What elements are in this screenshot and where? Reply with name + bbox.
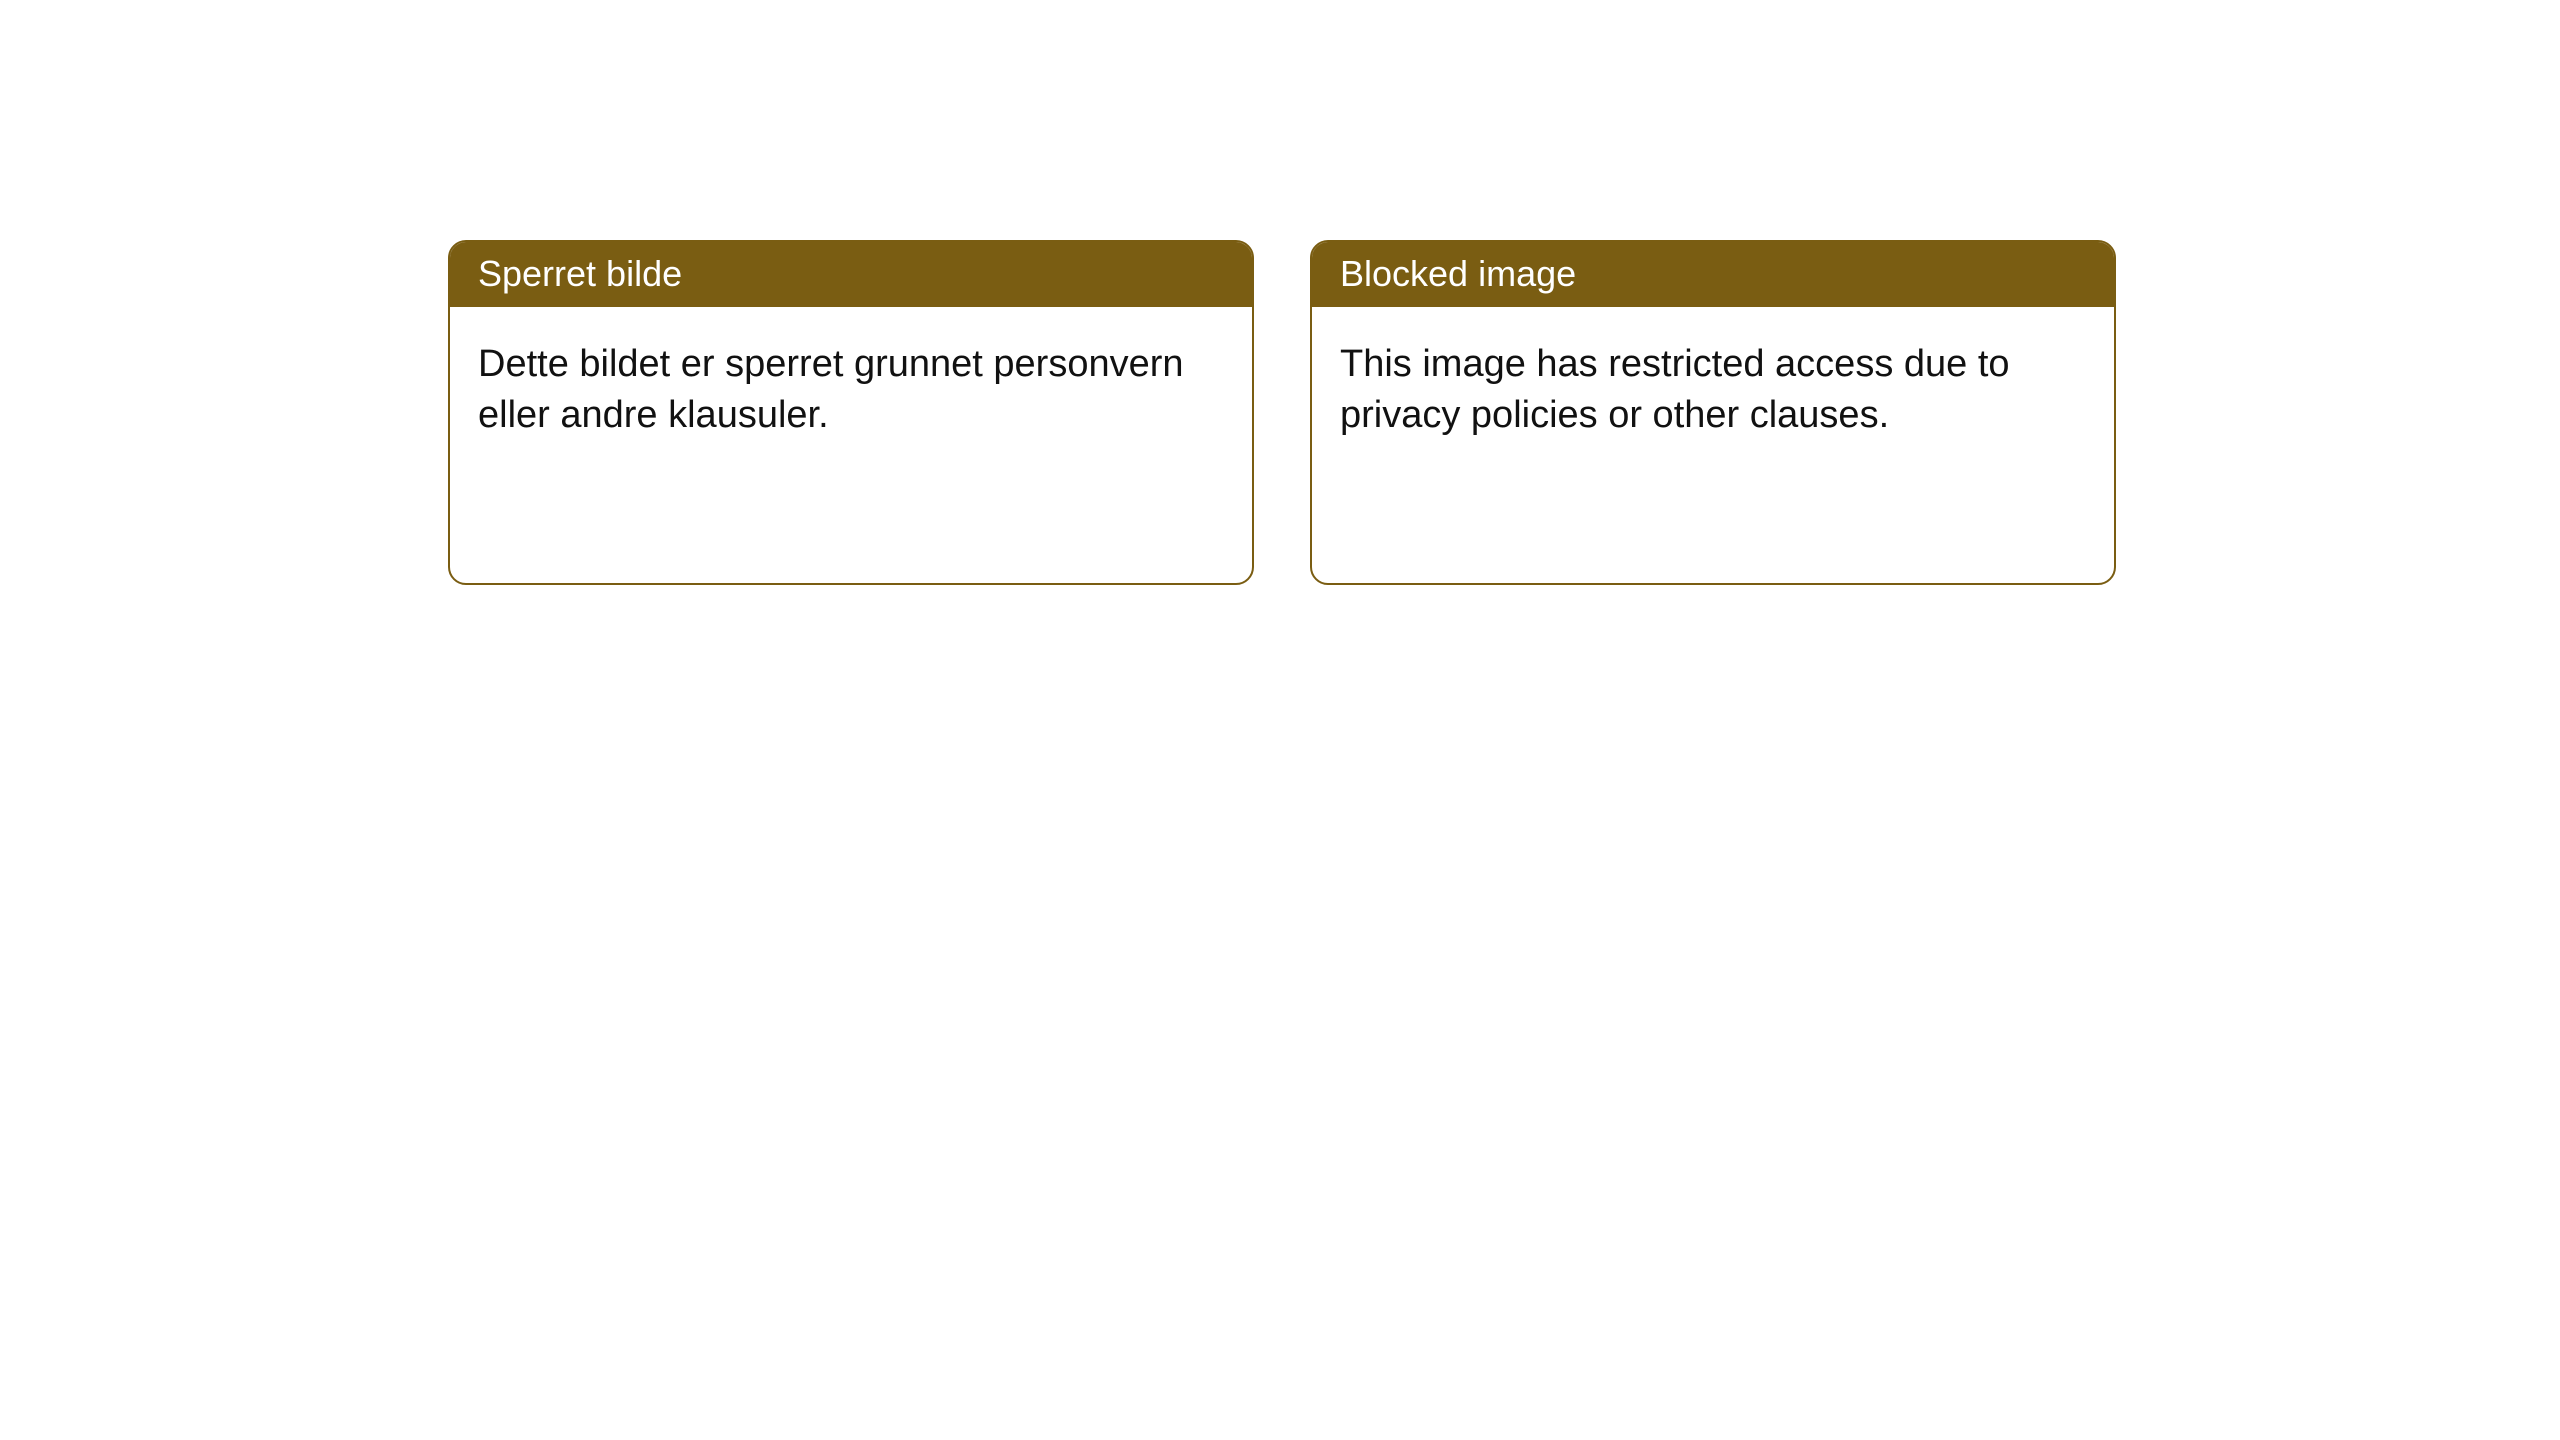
notice-card-norwegian: Sperret bilde Dette bildet er sperret gr… [448, 240, 1254, 585]
notice-header: Blocked image [1312, 242, 2114, 307]
notice-container: Sperret bilde Dette bildet er sperret gr… [0, 0, 2560, 585]
notice-body: This image has restricted access due to … [1312, 307, 2114, 583]
notice-header: Sperret bilde [450, 242, 1252, 307]
notice-body: Dette bildet er sperret grunnet personve… [450, 307, 1252, 583]
notice-card-english: Blocked image This image has restricted … [1310, 240, 2116, 585]
